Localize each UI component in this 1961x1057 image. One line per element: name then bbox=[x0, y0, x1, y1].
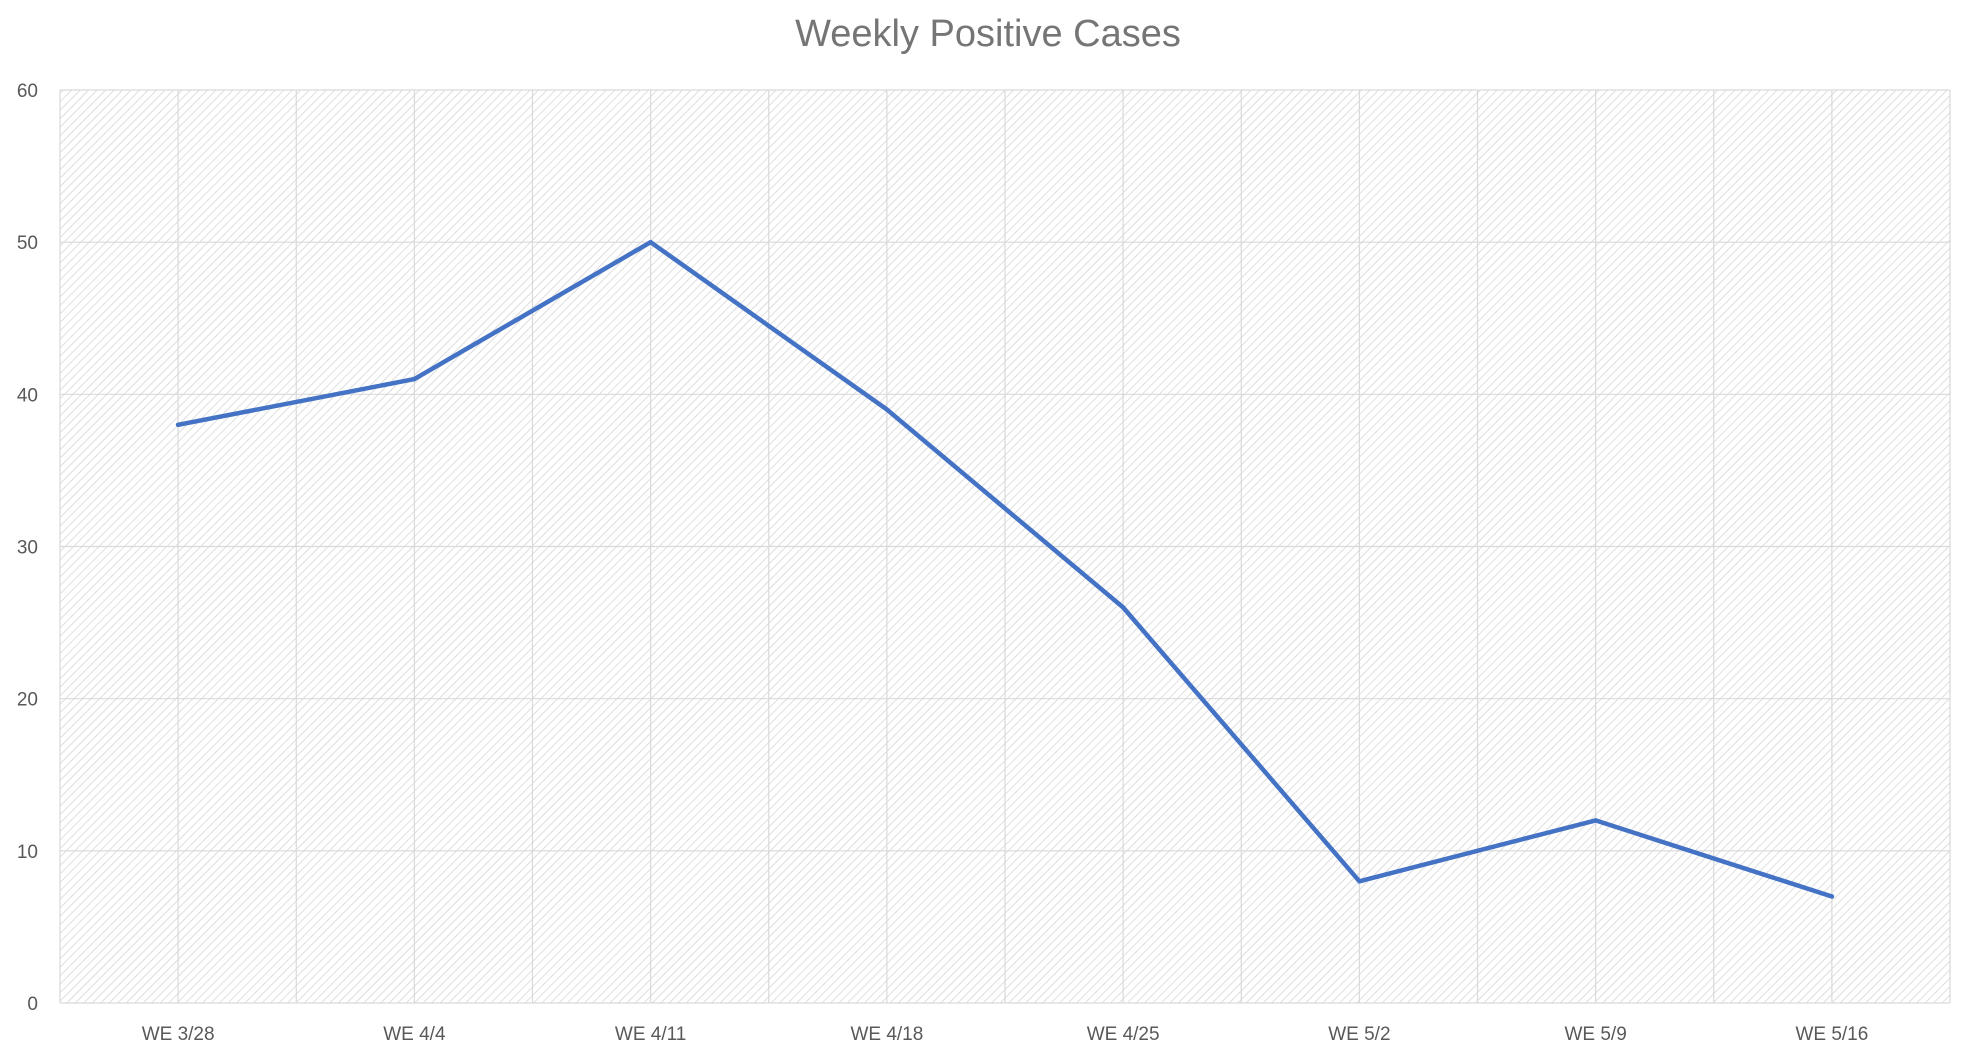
data-point bbox=[884, 407, 890, 412]
x-tick-label: WE 4/11 bbox=[615, 1024, 686, 1045]
data-point bbox=[1829, 894, 1835, 899]
data-point bbox=[1593, 818, 1598, 823]
x-tick-label: WE 5/16 bbox=[1795, 1024, 1868, 1045]
y-tick-label: 10 bbox=[17, 842, 38, 863]
y-tick-label: 40 bbox=[17, 385, 38, 406]
data-point bbox=[1357, 879, 1362, 884]
x-tick-label: WE 3/28 bbox=[142, 1024, 215, 1045]
y-tick-label: 50 bbox=[17, 233, 38, 254]
series-line bbox=[175, 239, 1835, 899]
data-point bbox=[412, 376, 417, 382]
axis-labels: 0 10 20 30 40 50 60 WE 3/28 WE 4/4 WE 4/11 WE 4/18… bbox=[17, 81, 1868, 1045]
x-tick-label: WE 4/25 bbox=[1087, 1024, 1160, 1045]
y-tick-label: 60 bbox=[17, 81, 38, 102]
y-tick-label: 0 bbox=[27, 994, 38, 1015]
gridlines bbox=[59, 89, 1951, 1004]
y-tick-label: 20 bbox=[17, 690, 38, 711]
x-tick-label: WE 4/18 bbox=[850, 1024, 923, 1045]
x-tick-label: WE 4/4 bbox=[383, 1024, 446, 1045]
chart-title: Weekly Positive Cases bbox=[795, 13, 1181, 55]
x-tick-label: WE 5/2 bbox=[1328, 1024, 1390, 1045]
x-tick-label: WE 5/9 bbox=[1564, 1024, 1626, 1045]
data-point bbox=[648, 239, 653, 245]
data-point bbox=[175, 422, 181, 427]
series-layer bbox=[175, 239, 1835, 899]
y-tick-label: 30 bbox=[17, 538, 38, 559]
data-point bbox=[1120, 605, 1126, 610]
